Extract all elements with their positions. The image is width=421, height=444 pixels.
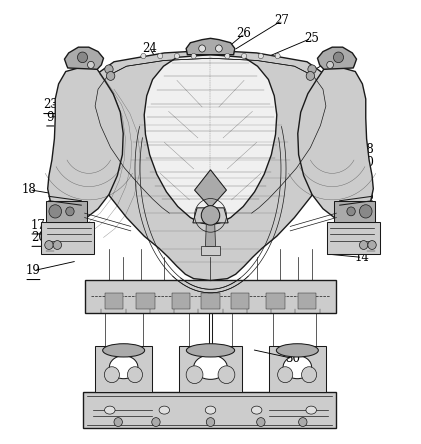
Text: 25: 25	[304, 32, 319, 45]
Circle shape	[242, 53, 247, 59]
Circle shape	[141, 53, 146, 59]
Polygon shape	[144, 55, 277, 225]
Circle shape	[216, 45, 222, 52]
Polygon shape	[201, 293, 220, 309]
Polygon shape	[327, 222, 381, 254]
Polygon shape	[317, 47, 357, 69]
Polygon shape	[269, 346, 326, 392]
Text: 30: 30	[285, 352, 300, 365]
Circle shape	[186, 366, 203, 384]
Circle shape	[105, 65, 113, 74]
Circle shape	[306, 71, 314, 80]
Polygon shape	[195, 170, 226, 208]
Ellipse shape	[187, 344, 234, 357]
Circle shape	[277, 367, 293, 383]
Ellipse shape	[104, 406, 115, 414]
Circle shape	[368, 241, 376, 250]
Polygon shape	[40, 222, 94, 254]
Polygon shape	[83, 392, 336, 428]
Text: 27: 27	[274, 14, 289, 27]
Circle shape	[174, 53, 179, 59]
Text: 13: 13	[355, 234, 370, 247]
Circle shape	[53, 241, 61, 250]
Text: 6: 6	[337, 48, 344, 61]
Text: 14: 14	[355, 251, 370, 264]
Text: 19: 19	[26, 264, 41, 277]
Polygon shape	[201, 246, 220, 255]
Text: 7: 7	[352, 108, 359, 121]
Polygon shape	[95, 346, 152, 392]
Polygon shape	[85, 280, 336, 313]
Circle shape	[157, 53, 163, 59]
Circle shape	[152, 418, 160, 427]
Polygon shape	[298, 293, 316, 309]
Circle shape	[218, 366, 235, 384]
Circle shape	[301, 367, 317, 383]
Ellipse shape	[159, 406, 170, 414]
Circle shape	[45, 241, 53, 250]
Polygon shape	[334, 201, 375, 222]
Polygon shape	[105, 293, 123, 309]
Circle shape	[49, 205, 61, 218]
Circle shape	[114, 418, 123, 427]
Ellipse shape	[103, 344, 145, 357]
Circle shape	[327, 61, 333, 68]
Ellipse shape	[205, 406, 216, 414]
Ellipse shape	[109, 356, 138, 379]
Circle shape	[257, 418, 265, 427]
Ellipse shape	[251, 406, 262, 414]
Polygon shape	[179, 346, 242, 392]
Ellipse shape	[283, 356, 312, 379]
Circle shape	[201, 206, 220, 225]
Text: 20: 20	[31, 231, 46, 244]
Polygon shape	[231, 293, 249, 309]
Circle shape	[104, 367, 120, 383]
Text: 17: 17	[31, 218, 46, 232]
Circle shape	[107, 71, 115, 80]
Circle shape	[308, 65, 316, 74]
Circle shape	[333, 52, 344, 63]
Polygon shape	[48, 66, 123, 221]
Ellipse shape	[306, 406, 317, 414]
Circle shape	[191, 53, 196, 59]
Ellipse shape	[276, 344, 318, 357]
Text: 28: 28	[359, 143, 374, 156]
Text: 23: 23	[43, 98, 58, 111]
Text: 24: 24	[142, 42, 157, 55]
Circle shape	[360, 205, 372, 218]
Text: 15: 15	[359, 190, 374, 203]
Circle shape	[360, 241, 368, 250]
Polygon shape	[81, 50, 340, 281]
Text: 12: 12	[355, 221, 370, 234]
Circle shape	[128, 367, 143, 383]
Polygon shape	[266, 293, 285, 309]
Circle shape	[66, 207, 74, 216]
Text: 18: 18	[22, 183, 37, 196]
Text: 10: 10	[359, 156, 374, 169]
Polygon shape	[172, 293, 190, 309]
Polygon shape	[205, 223, 216, 246]
Polygon shape	[186, 38, 235, 55]
Circle shape	[225, 53, 230, 59]
Polygon shape	[136, 293, 155, 309]
Polygon shape	[64, 47, 104, 69]
Circle shape	[88, 61, 94, 68]
Polygon shape	[193, 208, 228, 223]
Text: 26: 26	[237, 28, 251, 40]
Circle shape	[206, 418, 215, 427]
Circle shape	[77, 52, 88, 63]
Circle shape	[298, 418, 307, 427]
Text: 9: 9	[46, 111, 54, 123]
Circle shape	[258, 53, 264, 59]
Polygon shape	[46, 201, 87, 222]
Circle shape	[347, 207, 355, 216]
Ellipse shape	[194, 355, 227, 379]
Polygon shape	[298, 66, 373, 221]
Circle shape	[275, 53, 280, 59]
Circle shape	[199, 45, 205, 52]
